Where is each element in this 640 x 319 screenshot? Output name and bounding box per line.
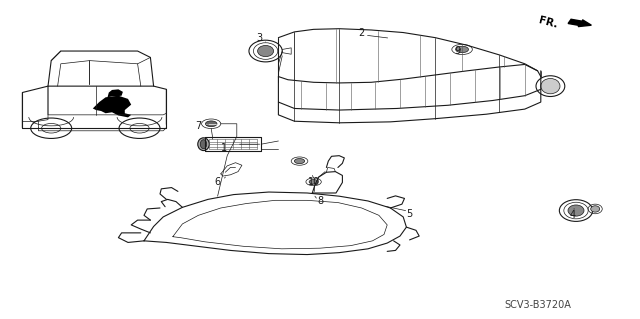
Ellipse shape (200, 140, 207, 149)
Circle shape (309, 180, 318, 184)
Text: 10: 10 (307, 177, 320, 187)
Circle shape (294, 159, 305, 164)
Text: 4: 4 (570, 210, 576, 220)
Polygon shape (93, 96, 131, 117)
Text: 2: 2 (358, 28, 365, 39)
Ellipse shape (541, 78, 560, 94)
Text: 8: 8 (317, 196, 323, 206)
Text: 3: 3 (256, 33, 262, 43)
Circle shape (205, 121, 217, 127)
Ellipse shape (568, 205, 584, 216)
Circle shape (456, 46, 468, 53)
Text: 7: 7 (195, 121, 202, 131)
Text: 1: 1 (221, 143, 227, 153)
Text: 6: 6 (214, 177, 221, 187)
Text: FR.: FR. (538, 15, 559, 30)
Text: 5: 5 (406, 209, 413, 219)
Polygon shape (108, 89, 123, 97)
Text: SCV3-B3720A: SCV3-B3720A (504, 300, 571, 310)
Ellipse shape (198, 138, 209, 151)
Text: 9: 9 (454, 46, 461, 56)
Ellipse shape (591, 206, 600, 212)
FancyArrow shape (568, 19, 591, 26)
Ellipse shape (257, 45, 274, 57)
